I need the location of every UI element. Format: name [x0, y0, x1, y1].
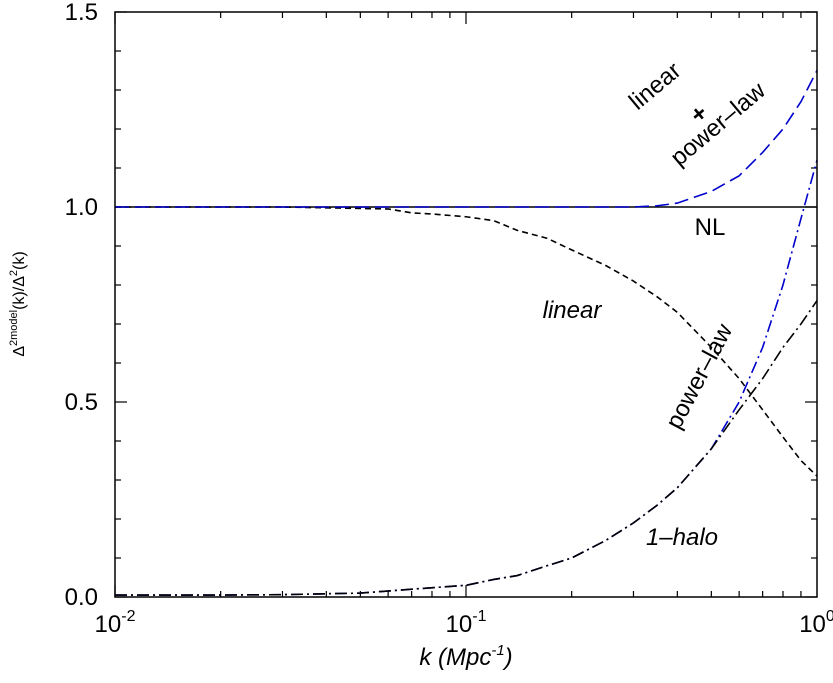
- y-tick-label: 1.0: [65, 194, 98, 221]
- x-tick-label: 10-1: [446, 608, 487, 638]
- y-tick-labels: 0.0 0.5 1.0 1.5: [65, 0, 98, 611]
- y-tick-label: 1.5: [65, 0, 98, 26]
- annotation-nl: NL: [695, 214, 726, 241]
- series-group: [115, 70, 818, 596]
- plot-frame: [114, 11, 818, 598]
- annotation-power-law: power–law: [661, 319, 739, 434]
- series-line-1-halo: [115, 300, 818, 596]
- annotation-1-halo: 1–halo: [646, 524, 718, 551]
- series-line-linear-power-law: [115, 70, 818, 208]
- x-tick-labels: 10-2 10-1 100: [95, 608, 833, 638]
- x-axis-title: k (Mpc-1): [419, 642, 512, 671]
- annotation-linear-top: linear: [624, 57, 686, 115]
- y-tick-label: 0.0: [65, 584, 98, 611]
- axis-ticks: [114, 11, 817, 598]
- x-tick-label: 10-2: [95, 608, 136, 638]
- series-line-linear: [115, 206, 818, 477]
- x-tick-label: 100: [799, 608, 833, 638]
- annotation-power-law-top: power–law: [666, 77, 772, 172]
- y-axis-title: Δ2model(k)/Δ2(k): [8, 251, 28, 356]
- annotation-linear: linear: [543, 297, 603, 324]
- y-tick-label: 0.5: [65, 389, 98, 416]
